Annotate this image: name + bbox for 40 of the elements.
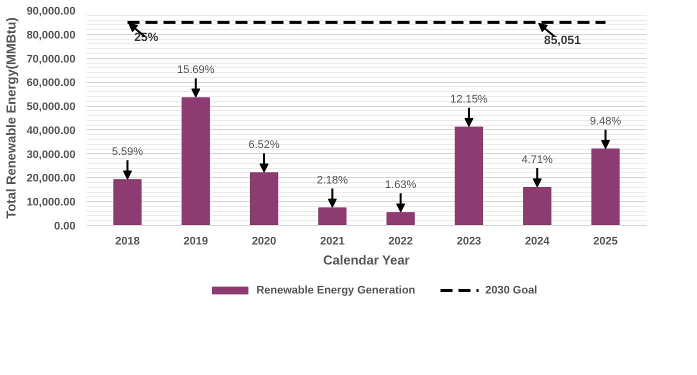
x-tick-label: 2020 bbox=[252, 236, 276, 248]
x-tick-label: 2024 bbox=[524, 236, 550, 248]
bar bbox=[182, 97, 210, 226]
y-tick-label: 0.00 bbox=[54, 220, 76, 232]
y-tick-label: 60,000.00 bbox=[26, 77, 76, 90]
annotation: 25% bbox=[134, 30, 159, 44]
y-tick-label: 40,000.00 bbox=[26, 124, 76, 137]
bar bbox=[591, 148, 620, 226]
x-axis-title: Calendar Year bbox=[323, 252, 410, 268]
x-tick-label: 2023 bbox=[456, 236, 482, 248]
annotation: 1.63% bbox=[385, 179, 416, 192]
y-tick-label: 80,000.00 bbox=[26, 29, 76, 42]
bar bbox=[454, 126, 484, 226]
annotation: 85,051 bbox=[544, 32, 582, 47]
annotation: 2.18% bbox=[316, 174, 348, 186]
annotation: 12.15% bbox=[450, 94, 488, 106]
bar bbox=[113, 179, 142, 226]
x-tick-label: 2025 bbox=[593, 236, 618, 248]
bar bbox=[386, 212, 415, 226]
y-tick-label: 10,000.00 bbox=[26, 196, 76, 209]
y-tick-label: 20,000.00 bbox=[26, 172, 76, 185]
y-tick-label: 50,000.00 bbox=[26, 101, 76, 114]
y-tick-label: 70,000.00 bbox=[26, 53, 76, 66]
y-axis-title: Total Renewable Energy(MMBtu) bbox=[4, 17, 19, 219]
y-tick-label: 30,000.00 bbox=[26, 148, 76, 161]
annotation: 5.59% bbox=[112, 146, 144, 158]
annotation: 4.71% bbox=[522, 154, 554, 166]
annotation: 15.69% bbox=[177, 64, 215, 76]
x-tick-label: 2018 bbox=[115, 236, 140, 248]
x-tick-label: 2021 bbox=[320, 236, 345, 248]
annotation: 6.52% bbox=[248, 139, 280, 152]
bar bbox=[250, 172, 278, 226]
annotation: 9.48% bbox=[590, 116, 622, 128]
bar bbox=[523, 187, 552, 226]
legend-label: Renewable Energy Generation bbox=[256, 284, 416, 296]
y-tick-label: 90,000.00 bbox=[26, 6, 76, 18]
x-tick-label: 2022 bbox=[388, 236, 413, 248]
legend-label: 2030 Goal bbox=[485, 284, 538, 296]
bar bbox=[318, 207, 347, 226]
x-tick-label: 2019 bbox=[184, 236, 208, 248]
